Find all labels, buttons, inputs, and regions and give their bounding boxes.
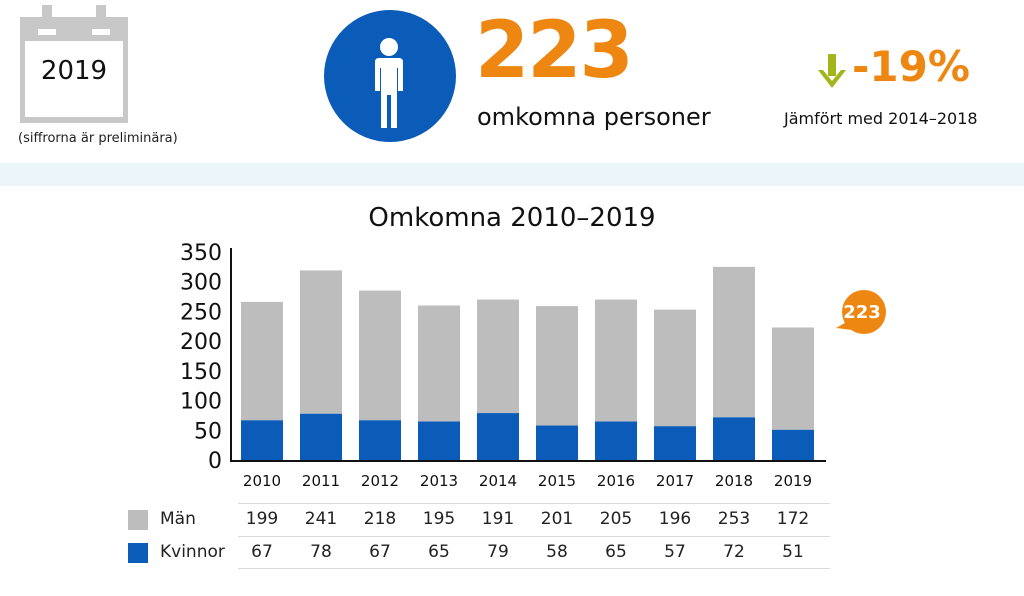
row-label: Kvinnor [160,542,225,562]
table-cell: 201 [540,509,574,529]
total-fatalities-value: 223 [475,6,634,96]
x-tick-label: 2013 [420,472,458,490]
bar-män-2019 [772,327,814,430]
bar-män-2012 [359,290,401,421]
bar-kvinnor-2011 [300,413,342,460]
table-cell: 195 [422,509,456,529]
bar-kvinnor-2014 [477,413,519,460]
y-tick-label: 0 [208,449,222,474]
y-tick-label: 350 [180,241,222,266]
bar-kvinnor-2010 [241,420,283,460]
total-callout-bubble [836,290,886,334]
bar-kvinnor-2019 [772,429,814,460]
table-divider [238,568,830,569]
bar-män-2014 [477,299,519,414]
calendar-icon [20,5,128,123]
table-cell: 65 [605,542,627,562]
total-fatalities-label: omkomna personer [477,103,711,131]
y-tick-label: 150 [180,360,222,385]
table-cell: 51 [782,542,804,562]
table-row-man: Män 199 241 218 195 191 201 205 196 253 172 [120,504,830,536]
y-tick-label: 250 [180,300,222,325]
x-tick-label: 2010 [243,472,281,490]
table-cell: 57 [664,542,686,562]
bar-män-2015 [536,306,578,426]
bar-kvinnor-2017 [654,426,696,460]
legend-swatch-kvinnor [128,543,148,563]
x-tick-label: 2011 [302,472,340,490]
stacked-bar-chart: 0 50 100 150 200 250 300 350 2010 2011 2012 2013 20… [180,241,826,490]
table-cell: 199 [245,509,279,529]
y-tick-label: 50 [194,419,222,444]
bar-män-2018 [713,266,755,418]
table-cell: 205 [599,509,633,529]
table-cell: 196 [658,509,692,529]
person-badge [324,10,456,142]
bar-män-2013 [418,305,460,422]
bar-män-2010 [241,301,283,421]
bar-kvinnor-2015 [536,425,578,460]
table-cell: 67 [251,542,273,562]
bar-män-2016 [595,299,637,422]
table-cell: 218 [363,509,397,529]
x-tick-label: 2019 [774,472,812,490]
bar-män-2017 [654,309,696,427]
table-cell: 79 [487,542,509,562]
bar-kvinnor-2012 [359,420,401,460]
separator-band [0,163,1024,186]
table-cell: 58 [546,542,568,562]
table-cell: 65 [428,542,450,562]
x-tick-label: 2018 [715,472,753,490]
table-cell: 72 [723,542,745,562]
legend-swatch-man [128,510,148,530]
table-divider [238,503,830,504]
row-label: Män [160,509,196,529]
y-tick-label: 300 [180,271,222,296]
x-tick-label: 2015 [538,472,576,490]
table-row-kvinnor: Kvinnor 67 78 67 65 79 58 65 57 72 51 [120,537,830,569]
chart-title: Omkomna 2010–2019 [368,203,656,233]
preliminary-note: (siffrorna är preliminära) [18,131,178,146]
table-cell: 172 [776,509,810,529]
bar-kvinnor-2016 [595,421,637,460]
y-tick-label: 200 [180,330,222,355]
x-tick-label: 2014 [479,472,517,490]
arrow-down-icon [818,54,846,88]
table-cell: 78 [310,542,332,562]
y-tick-label: 100 [180,390,222,415]
x-tick-label: 2012 [361,472,399,490]
table-cell: 241 [304,509,338,529]
change-comparison-label: Jämfört med 2014–2018 [784,109,978,128]
table-cell: 67 [369,542,391,562]
x-tick-label: 2016 [597,472,635,490]
table-cell: 191 [481,509,515,529]
callout-value: 223 [843,302,881,323]
x-tick-label: 2017 [656,472,694,490]
change-percent: -19% [852,42,970,91]
calendar-year: 2019 [40,56,108,86]
bar-män-2011 [300,270,342,414]
table-divider [238,536,830,537]
bar-kvinnor-2018 [713,417,755,460]
bar-kvinnor-2013 [418,421,460,460]
person-icon [375,38,403,128]
table-cell: 253 [717,509,751,529]
